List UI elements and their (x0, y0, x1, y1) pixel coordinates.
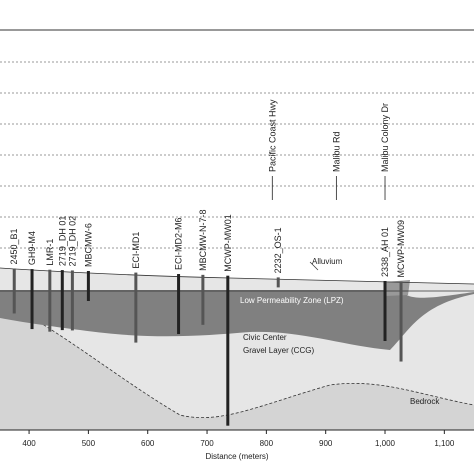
well (383, 280, 387, 341)
x-tick-label: 600 (141, 439, 155, 448)
lpz (0, 290, 474, 350)
well (399, 281, 403, 362)
x-tick-label: 1,000 (375, 439, 396, 448)
x-tick-label: 900 (319, 439, 333, 448)
well (177, 274, 181, 335)
x-axis-label: Distance (meters) (205, 452, 268, 461)
well-label: 2719_DH 02 (67, 216, 77, 267)
road-label: Malibu Colony Dr (380, 103, 390, 172)
well-label: ECI-MD2-M6 (174, 218, 184, 271)
well (12, 268, 16, 314)
well-label: 2450_B1 (9, 228, 19, 264)
well-label: MCWP-MW09 (396, 220, 406, 278)
bedrock-contact (0, 299, 474, 418)
well-label: MBCMW-N-7-8 (198, 210, 208, 271)
well (48, 269, 52, 332)
x-tick-label: 1,100 (434, 439, 455, 448)
well-label: ECI-MD1 (131, 232, 141, 269)
well (60, 270, 64, 331)
well (201, 274, 205, 325)
background (0, 29, 474, 431)
ground-surface (0, 267, 474, 285)
well (86, 270, 90, 301)
well-label: 2232_OS-1 (273, 227, 283, 273)
annotation: Low Permeability Zone (LPZ) (240, 296, 344, 305)
well-label: LMR-1 (45, 239, 55, 266)
well-label: MBCMW-6 (83, 223, 93, 267)
annotation: Gravel Layer (CCG) (243, 346, 314, 355)
bedrock (0, 300, 474, 430)
annotation: Bedrock (410, 397, 440, 406)
well-label: MCWP-MW01 (223, 214, 233, 272)
x-tick-label: 500 (82, 439, 96, 448)
well (70, 270, 74, 331)
well-label: 2719_DH 01 (57, 216, 67, 267)
annotation: Alluvium (312, 257, 343, 266)
well (134, 272, 138, 343)
well-label: GH9-M4 (27, 231, 37, 265)
alluvium-leader (309, 261, 319, 271)
x-tick-label: 400 (22, 439, 36, 448)
x-tick-label: 800 (260, 439, 274, 448)
well (276, 277, 280, 288)
road-label: Pacific Coast Hwy (267, 99, 277, 172)
road-label: Malibu Rd (331, 131, 341, 172)
well (226, 275, 230, 426)
annotation: Civic Center (243, 333, 287, 342)
well-label: 2338_AH 01 (380, 227, 390, 277)
x-tick-label: 700 (200, 439, 214, 448)
alluvium-lens (385, 280, 410, 296)
well (30, 269, 34, 330)
